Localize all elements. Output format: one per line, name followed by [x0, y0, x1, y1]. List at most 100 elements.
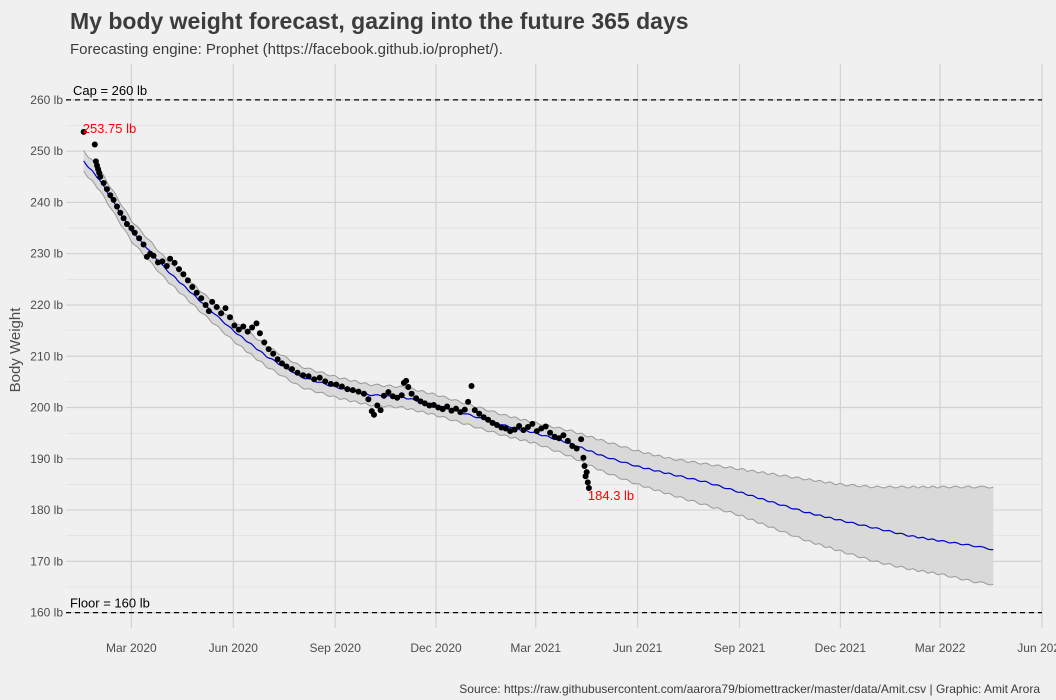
floor-label: Floor = 160 lb — [70, 596, 150, 611]
x-tick-label: Dec 2020 — [410, 641, 462, 655]
forecast-uncertainty-band — [83, 150, 994, 586]
data-point — [439, 406, 446, 413]
data-point — [349, 387, 356, 394]
data-point — [430, 402, 437, 408]
data-point — [322, 378, 329, 385]
data-point — [189, 284, 196, 290]
data-point — [560, 432, 567, 439]
y-tick-label: 180 lb — [30, 503, 63, 517]
data-point — [327, 380, 334, 387]
data-point — [542, 423, 549, 430]
data-point — [355, 388, 362, 395]
y-tick-label: 190 lb — [30, 452, 63, 466]
data-point — [580, 454, 587, 461]
data-point — [283, 363, 290, 370]
x-axis: Mar 2020 Jun 2020 Sep 2020 Dec 2020 Mar 2021… — [106, 641, 1056, 655]
observed-points — [80, 128, 592, 491]
data-point — [289, 366, 295, 373]
data-point — [435, 404, 442, 411]
data-point — [493, 422, 500, 428]
data-point — [371, 411, 377, 418]
data-point — [110, 196, 117, 203]
data-point — [97, 173, 104, 180]
x-tick-label: Mar 2022 — [915, 641, 966, 655]
reference-lines: Cap = 260 lb Floor = 160 lb — [66, 83, 1042, 614]
data-point — [461, 406, 468, 413]
data-point — [385, 389, 392, 396]
y-tick-label: 170 lb — [30, 554, 63, 568]
data-point — [365, 396, 372, 403]
data-point — [104, 186, 110, 193]
data-point — [227, 314, 233, 321]
data-point — [176, 266, 182, 273]
data-point — [476, 410, 483, 417]
cap-label: Cap = 260 lb — [73, 83, 147, 98]
x-tick-label: Mar 2021 — [510, 641, 561, 655]
data-point — [163, 263, 170, 269]
x-tick-label: Sep 2020 — [310, 641, 362, 655]
data-point — [202, 302, 209, 308]
data-point — [471, 407, 478, 414]
data-point — [394, 394, 401, 401]
data-point — [585, 485, 592, 491]
chart-title: My body weight forecast, gazing into the… — [70, 8, 689, 34]
data-point — [377, 407, 384, 414]
data-point — [525, 424, 531, 430]
data-point — [405, 384, 412, 390]
data-point — [171, 259, 178, 266]
data-point — [270, 350, 277, 357]
y-axis: 160 lb 170 lb 180 lb 190 lb 200 lb 210 lb 220 … — [30, 93, 63, 620]
data-point — [547, 429, 554, 436]
data-point — [529, 420, 536, 427]
data-point — [444, 403, 451, 410]
y-tick-label: 250 lb — [30, 144, 63, 158]
data-point — [468, 383, 475, 389]
data-point — [300, 372, 307, 379]
x-tick-label: Jun 2020 — [209, 641, 259, 655]
data-point — [120, 215, 127, 222]
data-point — [465, 398, 472, 405]
data-point — [80, 128, 87, 135]
data-point — [502, 425, 509, 432]
data-point — [413, 395, 420, 402]
data-point — [516, 423, 523, 429]
data-point — [117, 209, 124, 216]
data-point — [231, 322, 238, 329]
forecast-band-area — [83, 150, 994, 585]
data-point — [253, 320, 260, 327]
data-point — [218, 310, 225, 317]
data-point — [279, 360, 285, 367]
y-tick-label: 230 lb — [30, 247, 63, 261]
data-point — [578, 436, 585, 443]
y-tick-label: 220 lb — [30, 298, 63, 312]
x-tick-label: Sep 2021 — [714, 641, 766, 655]
data-point — [338, 383, 345, 390]
data-point — [520, 427, 527, 434]
data-point — [403, 377, 410, 384]
y-tick-label: 160 lb — [30, 606, 63, 620]
data-point — [222, 305, 229, 312]
data-point — [305, 373, 312, 380]
data-point — [408, 390, 415, 397]
y-tick-label: 260 lb — [30, 93, 63, 107]
data-point — [198, 295, 205, 302]
data-point — [533, 428, 540, 435]
data-point — [114, 203, 120, 210]
data-point — [333, 381, 340, 388]
data-point — [136, 235, 143, 242]
data-point — [256, 330, 263, 337]
data-point — [426, 402, 433, 409]
data-point — [573, 445, 580, 452]
annotations: 253.75 lb 184.3 lb — [83, 121, 634, 503]
y-tick-label: 200 lb — [30, 401, 63, 415]
x-tick-label: Jun 2022 — [1017, 641, 1056, 655]
x-tick-label: Mar 2020 — [106, 641, 157, 655]
start-weight-annotation: 253.75 lb — [83, 121, 137, 136]
data-point — [583, 469, 590, 476]
data-point — [316, 374, 323, 381]
data-point — [100, 180, 107, 186]
data-point — [140, 241, 147, 248]
data-point — [249, 324, 256, 331]
chart-subtitle: Forecasting engine: Prophet (https://fac… — [70, 41, 503, 58]
